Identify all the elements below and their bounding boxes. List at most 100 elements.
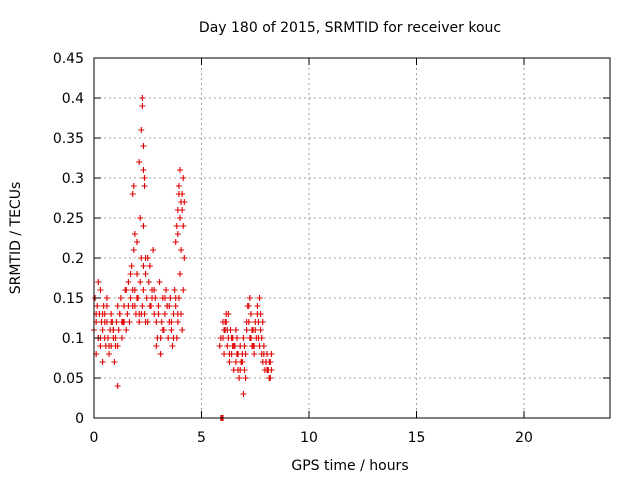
data-point bbox=[128, 263, 135, 269]
data-point bbox=[180, 175, 187, 181]
data-point bbox=[126, 319, 133, 325]
data-point bbox=[151, 287, 158, 293]
data-point bbox=[114, 303, 121, 309]
data-point bbox=[136, 159, 143, 165]
data-point bbox=[103, 295, 110, 301]
y-tick-label: 0.35 bbox=[53, 131, 84, 147]
data-point bbox=[149, 295, 156, 301]
data-point bbox=[175, 183, 182, 189]
data-point bbox=[251, 343, 258, 349]
data-point bbox=[140, 143, 147, 149]
data-point bbox=[167, 295, 174, 301]
data-point bbox=[106, 351, 113, 357]
data-point bbox=[99, 359, 106, 365]
data-point bbox=[114, 383, 121, 389]
data-point bbox=[130, 183, 137, 189]
data-point bbox=[247, 335, 254, 341]
data-point bbox=[140, 287, 147, 293]
data-point bbox=[130, 247, 137, 253]
data-point bbox=[168, 319, 175, 325]
data-point bbox=[155, 311, 162, 317]
data-point bbox=[177, 271, 183, 277]
x-axis-label: GPS time / hours bbox=[291, 458, 408, 474]
y-tick-label: 0.2 bbox=[62, 251, 84, 267]
x-tick-label: 5 bbox=[197, 430, 206, 446]
data-point bbox=[142, 271, 149, 277]
data-point bbox=[134, 271, 140, 277]
data-point bbox=[134, 295, 140, 301]
data-point bbox=[116, 311, 123, 317]
data-point bbox=[173, 223, 180, 229]
data-point bbox=[266, 359, 273, 365]
data-point bbox=[125, 279, 132, 285]
data-point bbox=[169, 343, 176, 349]
x-tick-labels: 0 5 10 15 20 bbox=[90, 430, 533, 446]
data-point bbox=[242, 375, 249, 381]
data-point bbox=[136, 319, 143, 325]
data-point bbox=[179, 327, 186, 333]
data-point bbox=[139, 303, 146, 309]
data-point bbox=[142, 255, 149, 261]
y-axis-label: SRMTID / TECUs bbox=[8, 182, 24, 295]
data-point bbox=[141, 183, 148, 189]
data-point bbox=[157, 351, 164, 357]
data-point bbox=[139, 95, 146, 101]
chart-title: Day 180 of 2015, SRMTID for receiver kou… bbox=[199, 20, 501, 36]
data-point bbox=[139, 103, 146, 109]
data-point bbox=[101, 319, 108, 325]
data-point bbox=[106, 343, 113, 349]
y-tick-label: 0.05 bbox=[53, 371, 84, 387]
data-point bbox=[237, 367, 244, 373]
data-point bbox=[103, 303, 110, 309]
y-tick-label: 0.45 bbox=[53, 51, 84, 67]
data-point bbox=[113, 319, 120, 325]
data-point bbox=[232, 327, 239, 333]
data-point bbox=[140, 223, 147, 229]
y-tick-label: 0.25 bbox=[53, 211, 84, 227]
x-tick-label: 10 bbox=[300, 430, 318, 446]
data-point bbox=[172, 239, 179, 245]
axis-ticks bbox=[93, 57, 610, 419]
data-point bbox=[170, 335, 177, 341]
data-point bbox=[177, 215, 183, 221]
data-point bbox=[243, 319, 250, 325]
data-point bbox=[255, 335, 262, 341]
data-point bbox=[99, 311, 106, 317]
data-point bbox=[153, 319, 160, 325]
data-point bbox=[240, 335, 247, 341]
data-point bbox=[127, 271, 134, 277]
data-point bbox=[238, 359, 245, 365]
data-point bbox=[221, 351, 228, 357]
data-point bbox=[142, 319, 149, 325]
data-point bbox=[178, 247, 185, 253]
data-point bbox=[136, 311, 143, 317]
data-point bbox=[118, 335, 125, 341]
data-point bbox=[228, 335, 235, 341]
data-point bbox=[114, 343, 121, 349]
data-point bbox=[95, 279, 102, 285]
data-point bbox=[153, 343, 160, 349]
data-point bbox=[260, 351, 267, 357]
data-point bbox=[171, 287, 178, 293]
data-point bbox=[174, 231, 181, 237]
data-point bbox=[125, 303, 132, 309]
data-point bbox=[166, 303, 173, 309]
y-tick-labels: 0 0.05 0.1 0.15 0.2 0.25 0.3 0.35 0.4 0.45 bbox=[53, 51, 84, 427]
data-point bbox=[156, 279, 163, 285]
data-point bbox=[111, 359, 118, 365]
data-point bbox=[264, 367, 271, 373]
data-point bbox=[172, 295, 179, 301]
data-point bbox=[226, 359, 233, 365]
data-point bbox=[123, 327, 130, 333]
data-point bbox=[259, 319, 266, 325]
data-point bbox=[146, 303, 153, 309]
data-point bbox=[246, 295, 253, 301]
x-tick-label: 20 bbox=[515, 430, 533, 446]
data-point bbox=[123, 287, 130, 293]
data-point bbox=[138, 127, 145, 133]
data-point bbox=[131, 303, 138, 309]
data-point bbox=[129, 191, 136, 197]
data-point bbox=[224, 343, 231, 349]
